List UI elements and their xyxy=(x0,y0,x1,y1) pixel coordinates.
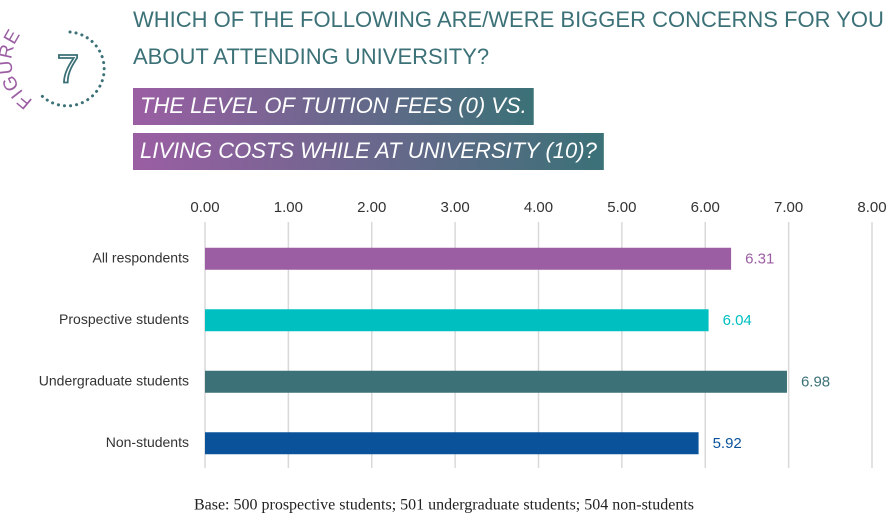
subtitle-box xyxy=(133,133,604,170)
chart-title: WHICH OF THE FOLLOWING ARE/WERE BIGGER C… xyxy=(133,7,884,32)
figure-label-path: FIGURE xyxy=(0,25,34,113)
x-tick-label: 6.00 xyxy=(691,199,720,216)
footnote: Base: 500 prospective students; 501 unde… xyxy=(194,497,694,514)
x-tick-label: 7.00 xyxy=(774,199,803,216)
figure-label: FIGURE xyxy=(0,25,36,113)
x-tick-label: 4.00 xyxy=(524,199,553,216)
value-label: 5.92 xyxy=(713,435,742,452)
value-label: 6.98 xyxy=(801,374,830,391)
figure-number: 7 xyxy=(57,48,79,92)
bar xyxy=(205,370,787,393)
figure-ring xyxy=(40,30,106,108)
bar xyxy=(205,247,732,270)
subtitle: LIVING COSTS WHILE AT UNIVERSITY (10)? xyxy=(140,138,598,163)
x-tick-label: 5.00 xyxy=(607,199,636,216)
subtitle-box xyxy=(133,88,534,125)
x-tick-label: 2.00 xyxy=(357,199,386,216)
value-label: 6.04 xyxy=(723,312,752,329)
y-tick-label: Undergraduate students xyxy=(39,372,189,388)
y-tick-label: Non-students xyxy=(106,434,189,450)
subtitle: THE LEVEL OF TUITION FEES (0) VS. xyxy=(140,93,527,118)
x-tick-label: 1.00 xyxy=(274,199,303,216)
value-label: 6.31 xyxy=(745,251,774,268)
x-tick-label: 8.00 xyxy=(857,199,886,216)
bar xyxy=(205,309,709,332)
chart-title: ABOUT ATTENDING UNIVERSITY? xyxy=(133,44,489,69)
x-tick-label: 3.00 xyxy=(441,199,470,216)
x-tick-label: 0.00 xyxy=(190,199,219,216)
bar xyxy=(205,432,699,455)
y-tick-label: Prospective students xyxy=(59,311,189,327)
y-tick-label: All respondents xyxy=(92,249,189,265)
